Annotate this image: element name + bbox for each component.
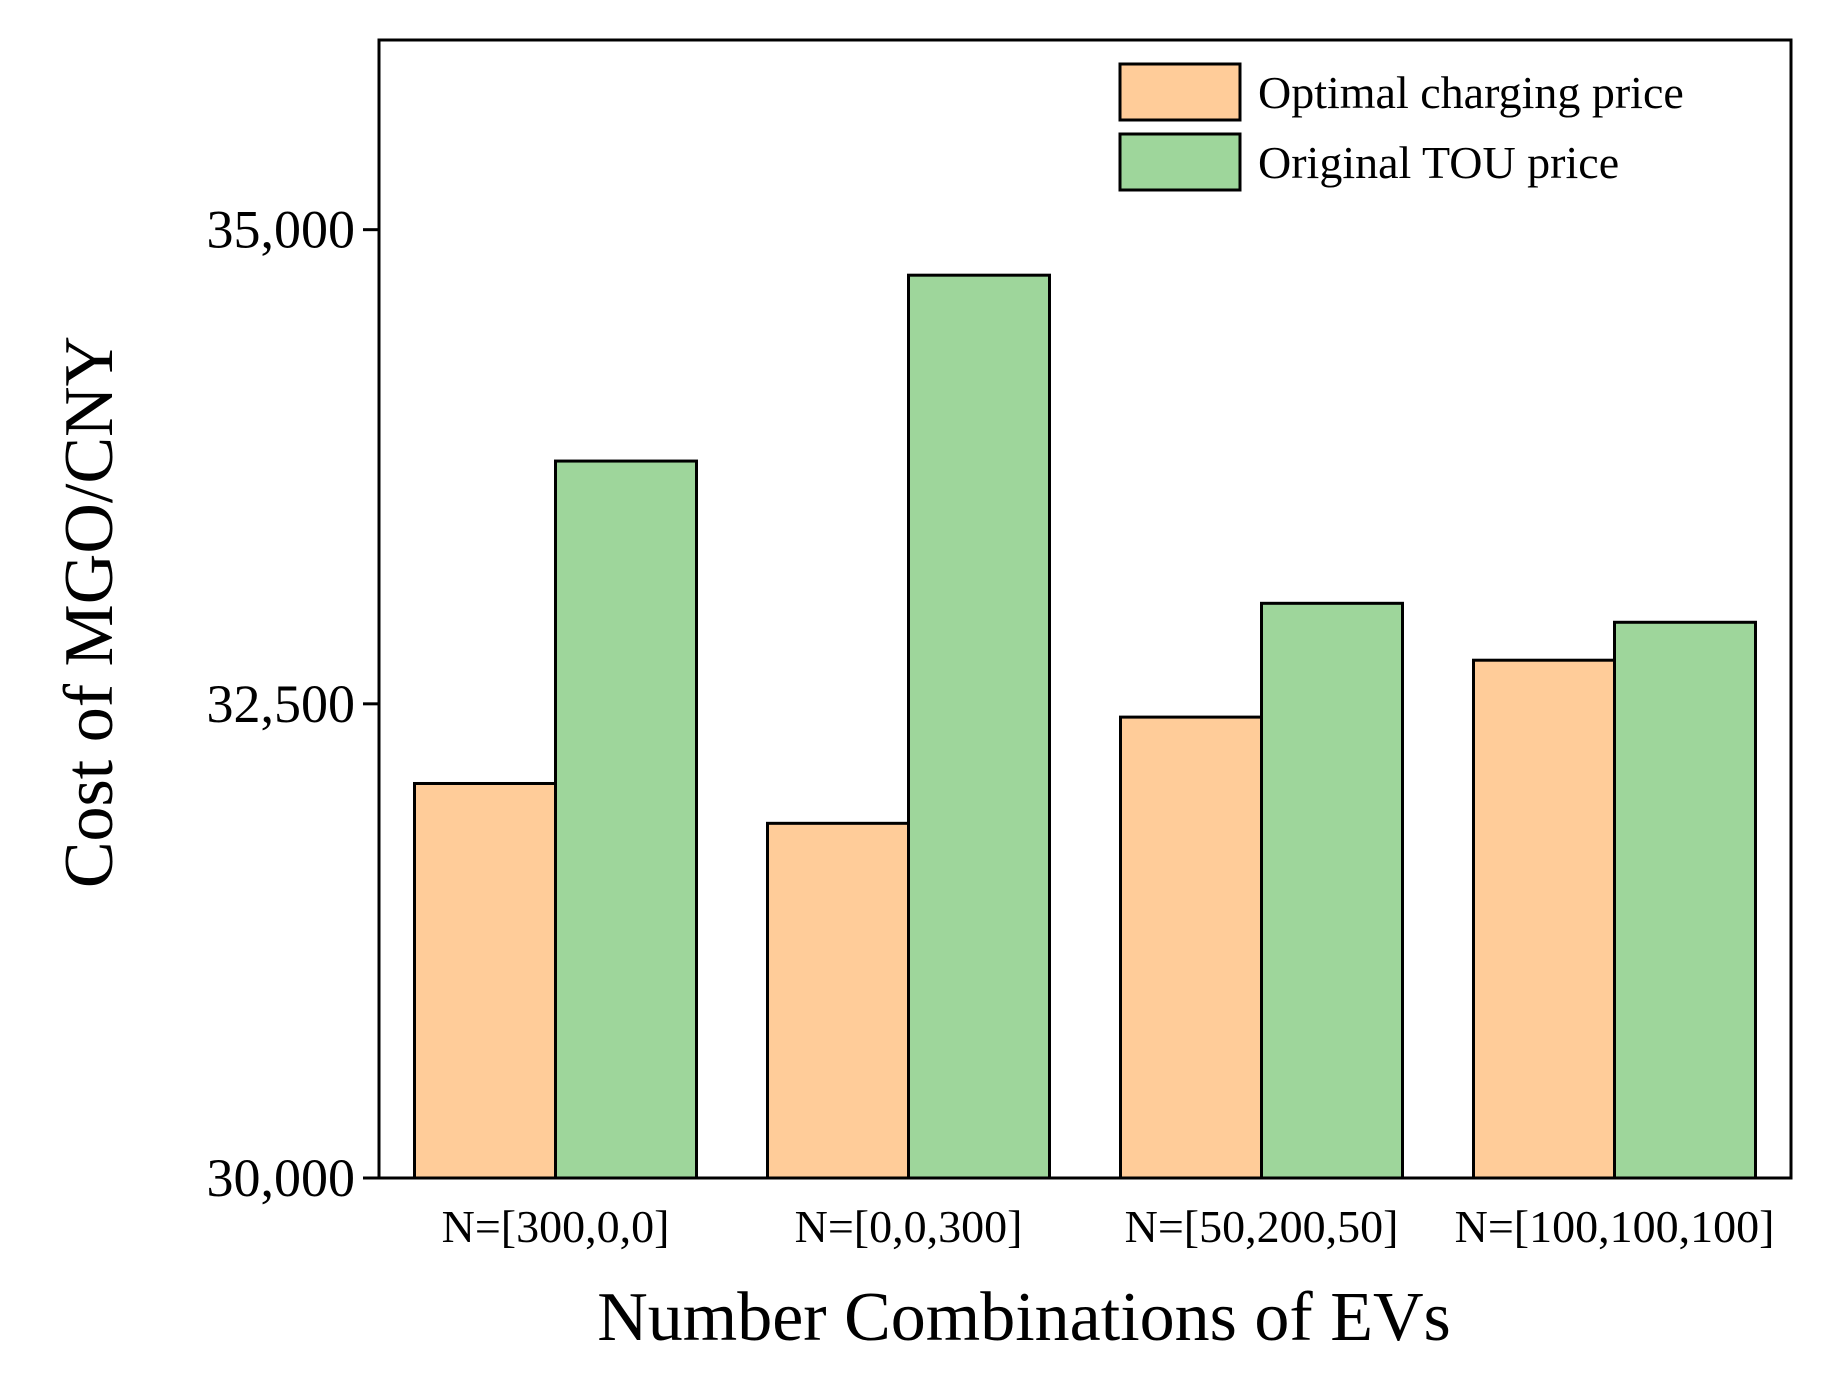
bar-original-1 [907,273,1051,1180]
plot-frame [377,38,1793,1180]
bar-original-3 [1613,620,1757,1180]
bar-optimal-1 [766,821,910,1180]
x-tick-label: N=[50,200,50] [1125,1201,1399,1252]
bar-original-2 [1260,601,1404,1180]
x-axis-title: Number Combinations of EVs [597,1279,1451,1356]
y-tick-label: 32,500 [207,674,356,734]
legend-swatch-original [1118,132,1242,192]
legend-label-original: Original TOU price [1258,137,1619,188]
y-axis-title: Cost of MGO/CNY [51,336,128,888]
y-axis-ticks: 30,000 32,500 35,000 [207,200,379,1208]
bars-layer [413,273,1757,1180]
x-axis-tick-labels: N=[300,0,0] N=[0,0,300] N=[50,200,50] N=[10… [442,1201,1775,1252]
y-tick-label: 35,000 [207,200,356,260]
legend: Optimal charging price Original TOU price [1118,62,1684,192]
x-tick-label: N=[100,100,100] [1455,1201,1775,1252]
bar-optimal-2 [1119,715,1263,1180]
x-tick-label: N=[0,0,300] [795,1201,1023,1252]
legend-label-optimal: Optimal charging price [1258,67,1684,118]
y-tick-label: 30,000 [207,1148,356,1208]
bar-original-0 [554,459,698,1180]
x-tick-label: N=[300,0,0] [442,1201,670,1252]
legend-swatch-optimal [1118,62,1242,122]
bar-optimal-0 [413,781,557,1180]
bar-optimal-3 [1472,658,1616,1180]
